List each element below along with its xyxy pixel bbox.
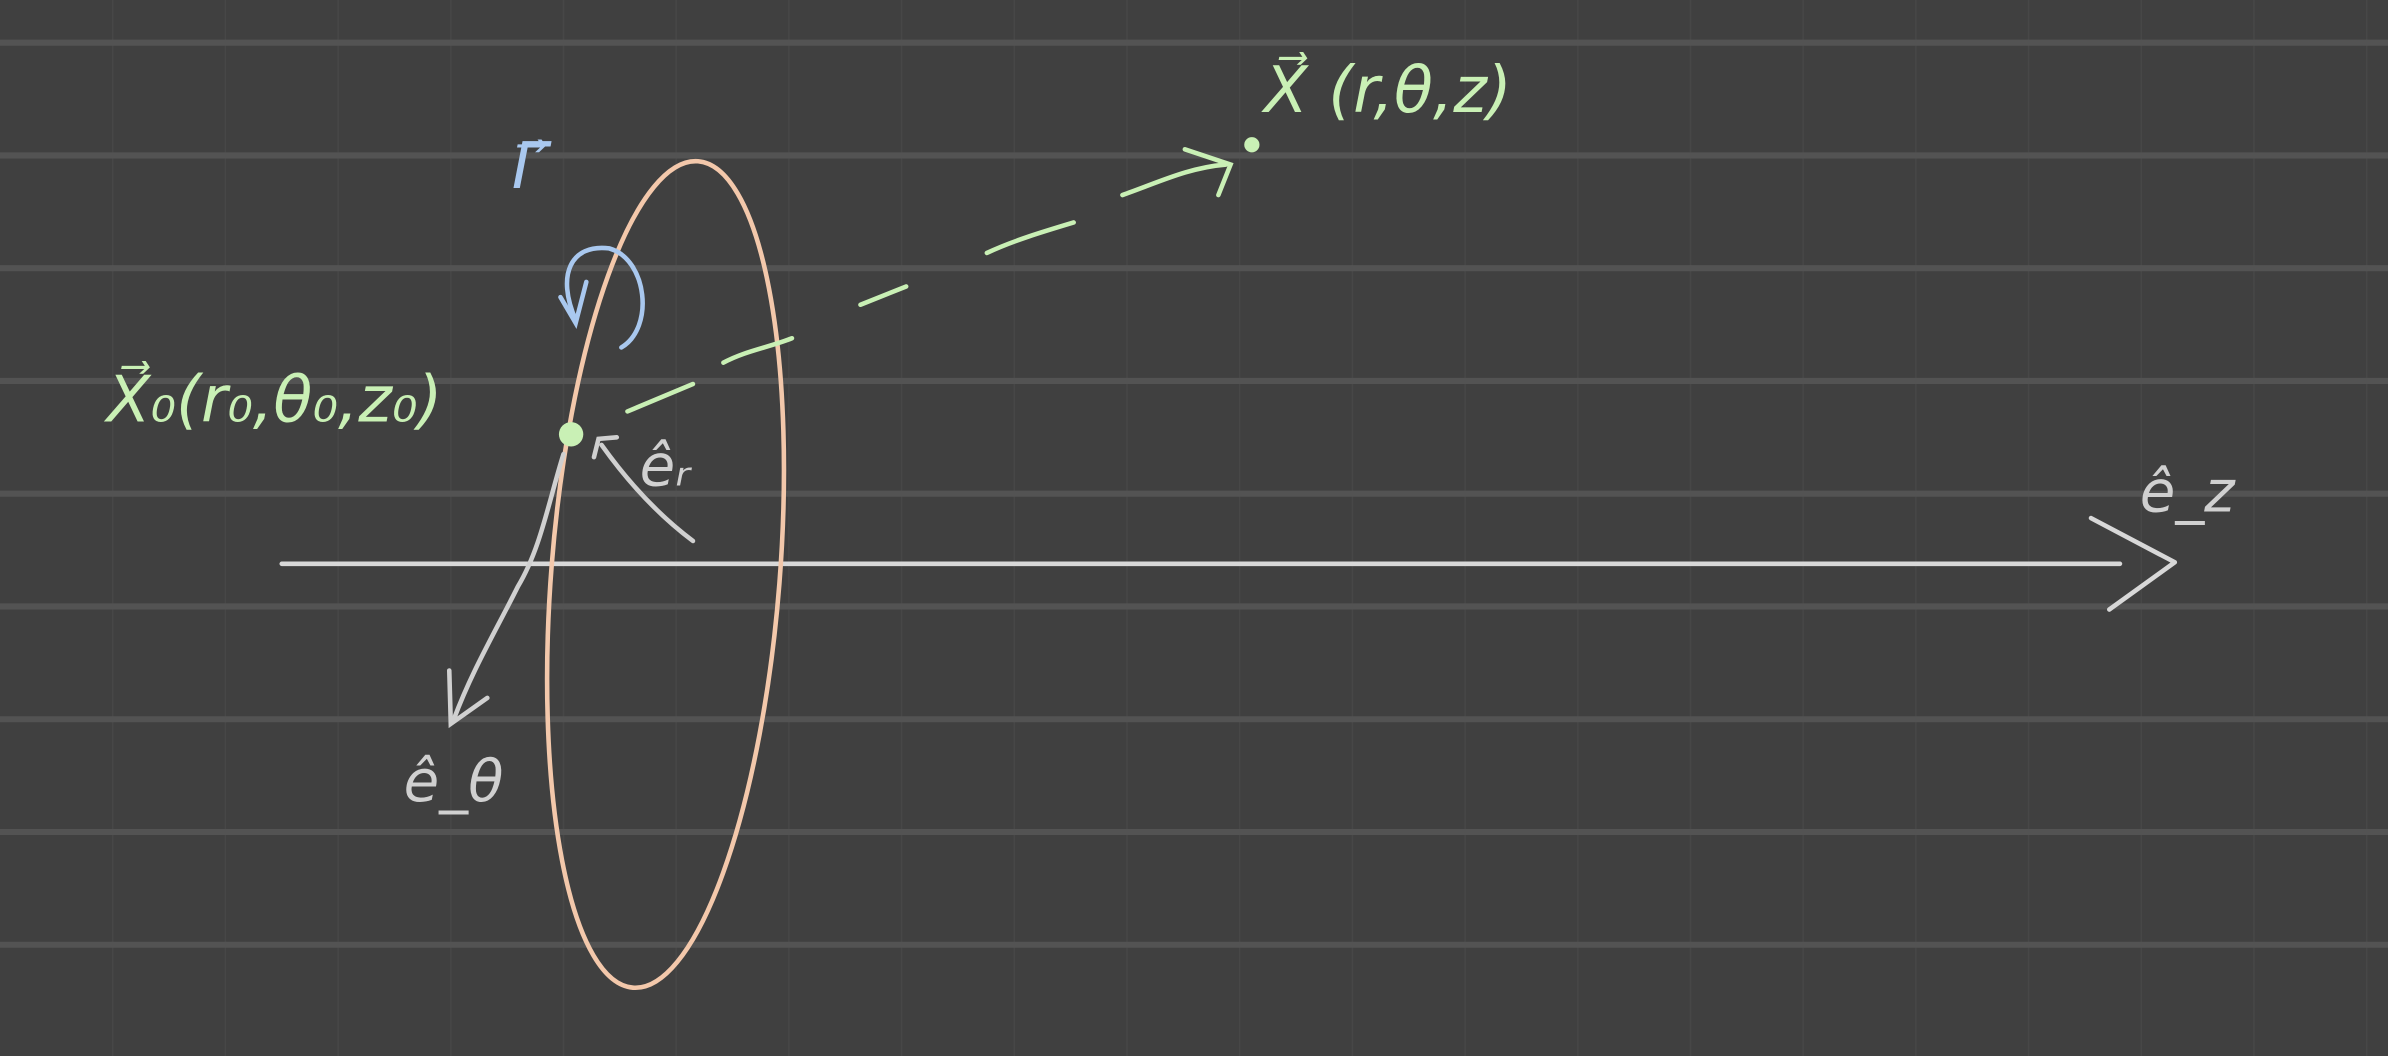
z-axis bbox=[279, 515, 2178, 612]
source-label: X⃗₀(r₀,θ₀,z₀) bbox=[104, 361, 443, 438]
source-point bbox=[558, 422, 584, 447]
e-theta-label: ê_θ bbox=[404, 747, 504, 815]
circulation-arrow bbox=[558, 245, 645, 350]
e-theta-arrow bbox=[446, 451, 566, 729]
e-r-label: êᵣ bbox=[640, 431, 693, 499]
vortex-ring bbox=[544, 158, 787, 991]
circulation-label: Γ⃗ bbox=[512, 130, 552, 204]
e-z-label: ê_z bbox=[2140, 457, 2237, 525]
field-label: X⃗ (r,θ,z) bbox=[1261, 51, 1512, 128]
position-line bbox=[625, 147, 1234, 414]
e-r-arrow bbox=[591, 435, 696, 544]
field-point bbox=[1244, 137, 1260, 153]
